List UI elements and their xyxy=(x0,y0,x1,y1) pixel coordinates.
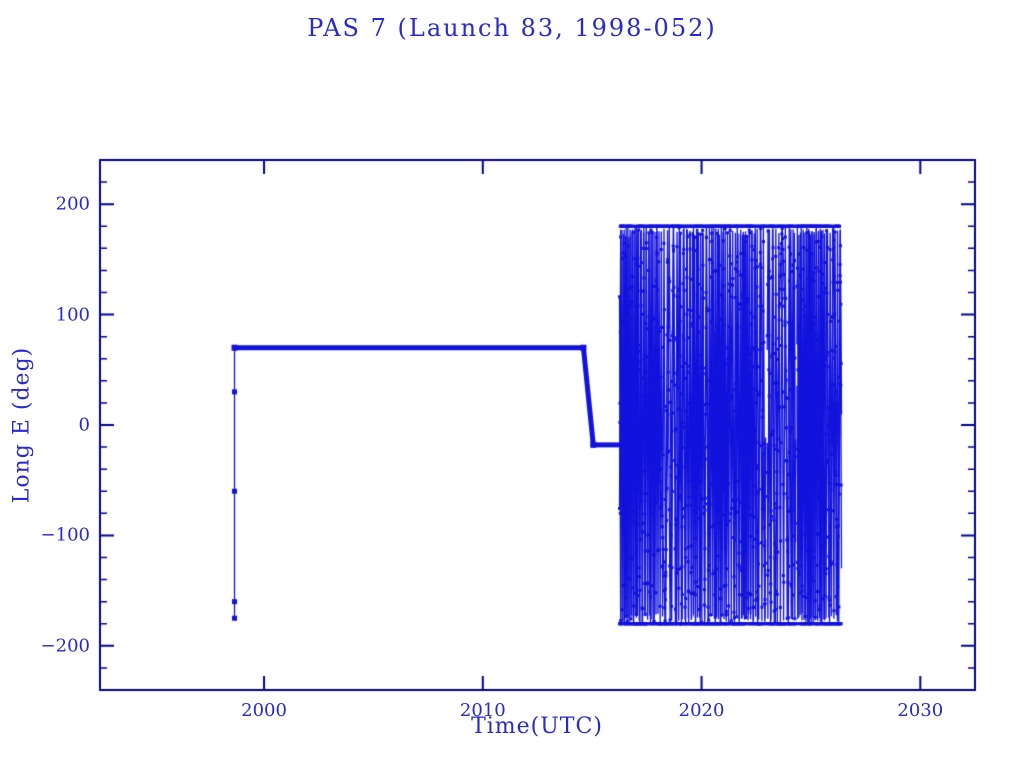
y-tick-label: −200 xyxy=(40,635,90,657)
chart-title: PAS 7 (Launch 83, 1998-052) xyxy=(307,14,717,42)
y-tick-label: 100 xyxy=(55,304,90,326)
y-tick-label: 0 xyxy=(78,414,90,436)
x-tick-label: 2000 xyxy=(241,700,287,721)
y-tick-label: −100 xyxy=(40,524,90,546)
x-tick-label: 2030 xyxy=(897,700,944,721)
x-axis-label: Time(UTC) xyxy=(471,714,603,739)
y-tick-label: 200 xyxy=(55,193,90,215)
x-tick-label: 2020 xyxy=(678,700,725,721)
y-axis-label: Long E (deg) xyxy=(9,346,35,504)
x-tick-label: 2010 xyxy=(459,700,506,721)
